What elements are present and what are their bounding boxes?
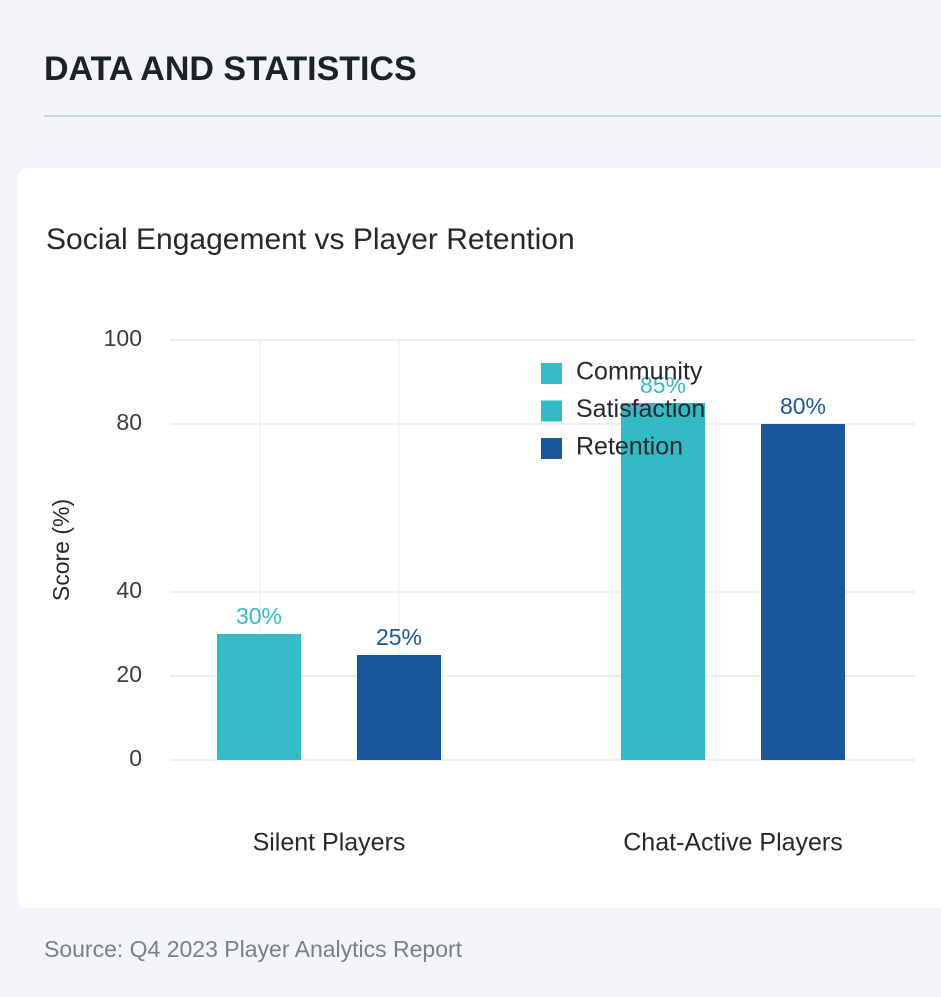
- value-label: 30%: [236, 603, 282, 629]
- bar: [761, 424, 845, 760]
- value-label: 85%: [640, 372, 686, 398]
- y-tick-label: 40: [116, 577, 142, 603]
- y-axis-label: Score (%): [48, 499, 74, 601]
- chart-title: Social Engagement vs Player Retention: [46, 223, 575, 256]
- value-label: 25%: [376, 624, 422, 650]
- y-tick-label: 100: [104, 325, 142, 351]
- y-tick-label: 80: [116, 409, 142, 435]
- bar: [357, 655, 441, 760]
- value-label: 80%: [780, 393, 826, 419]
- y-tick-label: 20: [116, 661, 142, 687]
- legend-label: Community: [576, 358, 703, 386]
- legend-swatch: [541, 438, 562, 459]
- legend-label: Satisfaction: [576, 395, 705, 423]
- page-title: DATA AND STATISTICS: [44, 50, 417, 88]
- x-tick-label: Silent Players: [253, 829, 406, 857]
- legend-swatch: [541, 363, 562, 384]
- source: Source: Q4 2023 Player Analytics Report: [44, 936, 463, 962]
- bar: [621, 403, 705, 760]
- legend-swatch: [541, 400, 562, 422]
- y-tick-label: 0: [129, 745, 142, 771]
- x-tick-label: Chat-Active Players: [623, 829, 843, 857]
- bar: [217, 634, 301, 760]
- legend-label: Retention: [576, 433, 683, 461]
